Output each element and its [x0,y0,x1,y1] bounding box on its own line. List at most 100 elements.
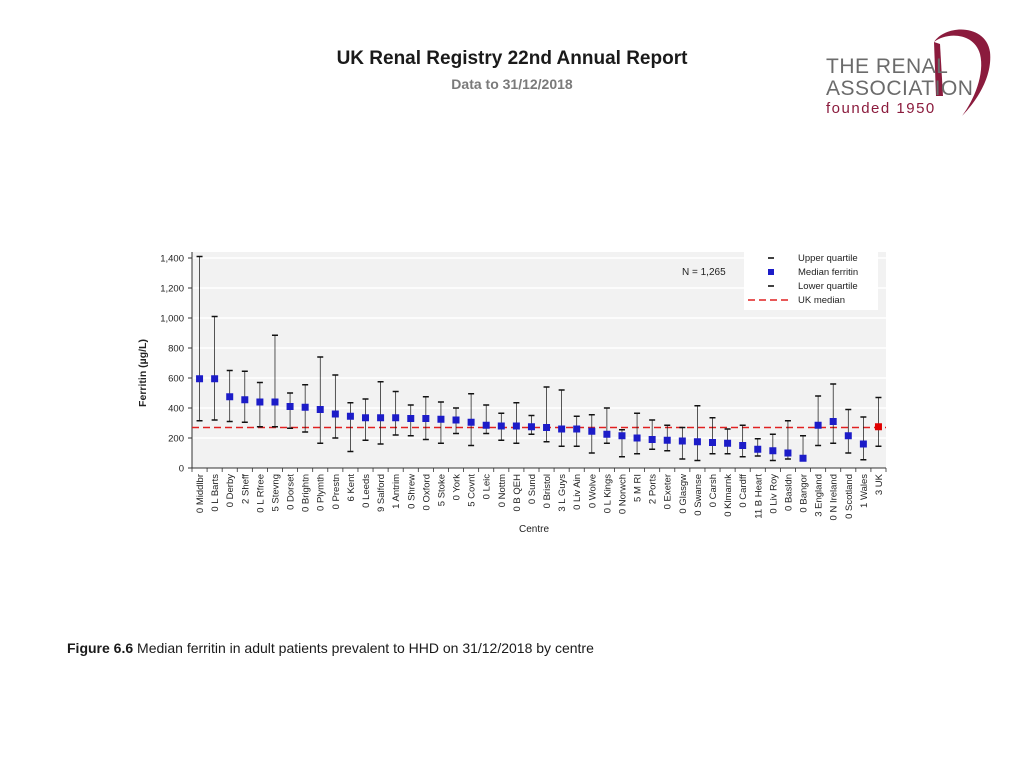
chart-legend: Upper quartile Median ferritin Lower quart… [744,252,878,310]
logo-line-2: ASSOCIATION [826,77,974,100]
median-point [256,398,264,406]
x-tick-label: 1 Antrim [391,474,402,509]
median-point [271,398,279,406]
x-axis: 0 Middlbr 0 L Barts 0 Derby 2 Sheff 0 L Rfre… [191,467,887,520]
logo-line-3: founded 1950 [826,100,936,117]
median-point [724,439,732,447]
median-point [331,410,339,418]
x-tick-label: 11 B Heart [753,474,764,519]
y-tick-label: 1,200 [160,284,184,295]
median-point [241,396,249,404]
x-tick-label: 9 Salford [376,474,387,512]
x-tick-label: 0 Bristol [542,474,553,508]
median-point [482,421,490,429]
x-tick-label: 6 Kent [346,474,357,502]
chart-marks [196,255,882,462]
median-point [829,418,837,425]
figure-caption: Figure 6.6 Median ferritin in adult pati… [67,640,594,656]
median-point [558,425,566,433]
y-tick-label: 400 [168,404,184,415]
x-tick-label: 5 Stevng [270,474,281,512]
median-point [588,427,596,435]
x-tick-label: 0 N Ireland [829,474,840,520]
median-point [286,403,294,410]
report-header: UK Renal Registry 22nd Annual Report Dat… [0,48,1024,92]
median-point [422,415,430,422]
x-axis-label: Centre [519,524,549,535]
logo-line-1: THE RENAL [826,55,949,78]
median-point [603,430,611,438]
median-point [407,415,415,422]
y-tick-label: 1,400 [160,254,184,265]
legend-median-symbol [768,269,774,275]
median-point [362,414,369,422]
median-point [678,437,686,445]
median-point [512,422,520,430]
median-point [769,447,777,455]
x-tick-label: 0 L Rfree [255,474,266,513]
median-point [874,423,882,431]
x-tick-label: 5 Covnt [467,474,478,507]
median-point [211,375,219,383]
median-point [754,445,762,453]
x-tick-label: 0 Liv Roy [768,474,779,514]
x-tick-label: 0 Brightn [301,474,312,512]
x-tick-label: 0 Basldn [783,474,794,511]
x-tick-label: 2 Sheff [240,474,251,504]
median-point [226,393,234,401]
x-tick-label: 0 L Kings [602,474,613,514]
x-tick-label: 3 L Guys [557,474,568,512]
x-tick-label: 3 England [814,474,825,517]
x-tick-label: 0 Derby [225,474,236,508]
legend-entry-label: UK median [798,295,845,306]
x-tick-label: 0 Oxford [421,474,432,510]
x-tick-label: 0 Liv Ain [572,474,583,510]
renal-association-logo: THE RENAL ASSOCIATION founded 1950 [822,22,994,122]
median-point [497,422,505,430]
x-tick-label: 0 Sund [527,474,538,504]
median-point [452,416,460,424]
x-tick-label: 0 Middlbr [195,474,206,513]
median-point [859,440,867,448]
y-tick-label: 0 [179,464,184,475]
x-tick-label: 3 UK [874,473,885,495]
x-tick-label: 0 Wolve [587,474,598,508]
n-annotation: N = 1,265 [682,267,726,278]
x-tick-label: 0 Glasgw [678,474,689,514]
y-tick-label: 200 [168,434,184,445]
x-tick-label: 0 Bangor [799,474,810,513]
ferritin-chart: 0 200 400 600 800 1,000 1,200 1,400 0 Middlbr 0 … [134,246,888,542]
median-point [377,414,385,422]
y-tick-label: 800 [168,344,184,355]
legend-entry-label: Lower quartile [798,281,858,292]
x-tick-label: 5 M RI [633,474,644,502]
median-point [543,424,551,431]
median-point [527,423,535,431]
median-point [196,375,204,383]
x-tick-label: 0 Dorset [286,474,297,510]
x-tick-label: 1 Wales [859,474,870,508]
median-point [346,412,354,420]
x-tick-label: 0 L Barts [210,474,221,512]
x-tick-label: 0 Swanse [693,474,704,516]
median-point [467,418,475,426]
y-tick-label: 600 [168,374,184,385]
caption-text: Median ferritin in adult patients preval… [137,640,594,656]
report-subtitle: Data to 31/12/2018 [451,76,573,92]
median-point [814,421,822,429]
x-tick-label: 0 Plymth [316,474,327,511]
median-point [784,449,792,457]
x-tick-label: 0 Carsh [708,474,719,507]
x-tick-label: 0 Nottm [497,474,508,507]
x-tick-label: 0 Prestn [331,474,342,509]
x-tick-label: 2 Ports [648,474,659,504]
y-axis: 0 200 400 600 800 1,000 1,200 1,400 [160,252,193,475]
median-point [618,432,626,440]
report-title: UK Renal Registry 22nd Annual Report [336,48,688,69]
x-tick-label: 0 Cardff [738,474,749,508]
median-point [844,432,852,440]
median-point [316,406,324,413]
x-tick-label: 0 Klmarnk [723,474,734,517]
y-axis-label: Ferritin (µg/L) [137,339,149,407]
